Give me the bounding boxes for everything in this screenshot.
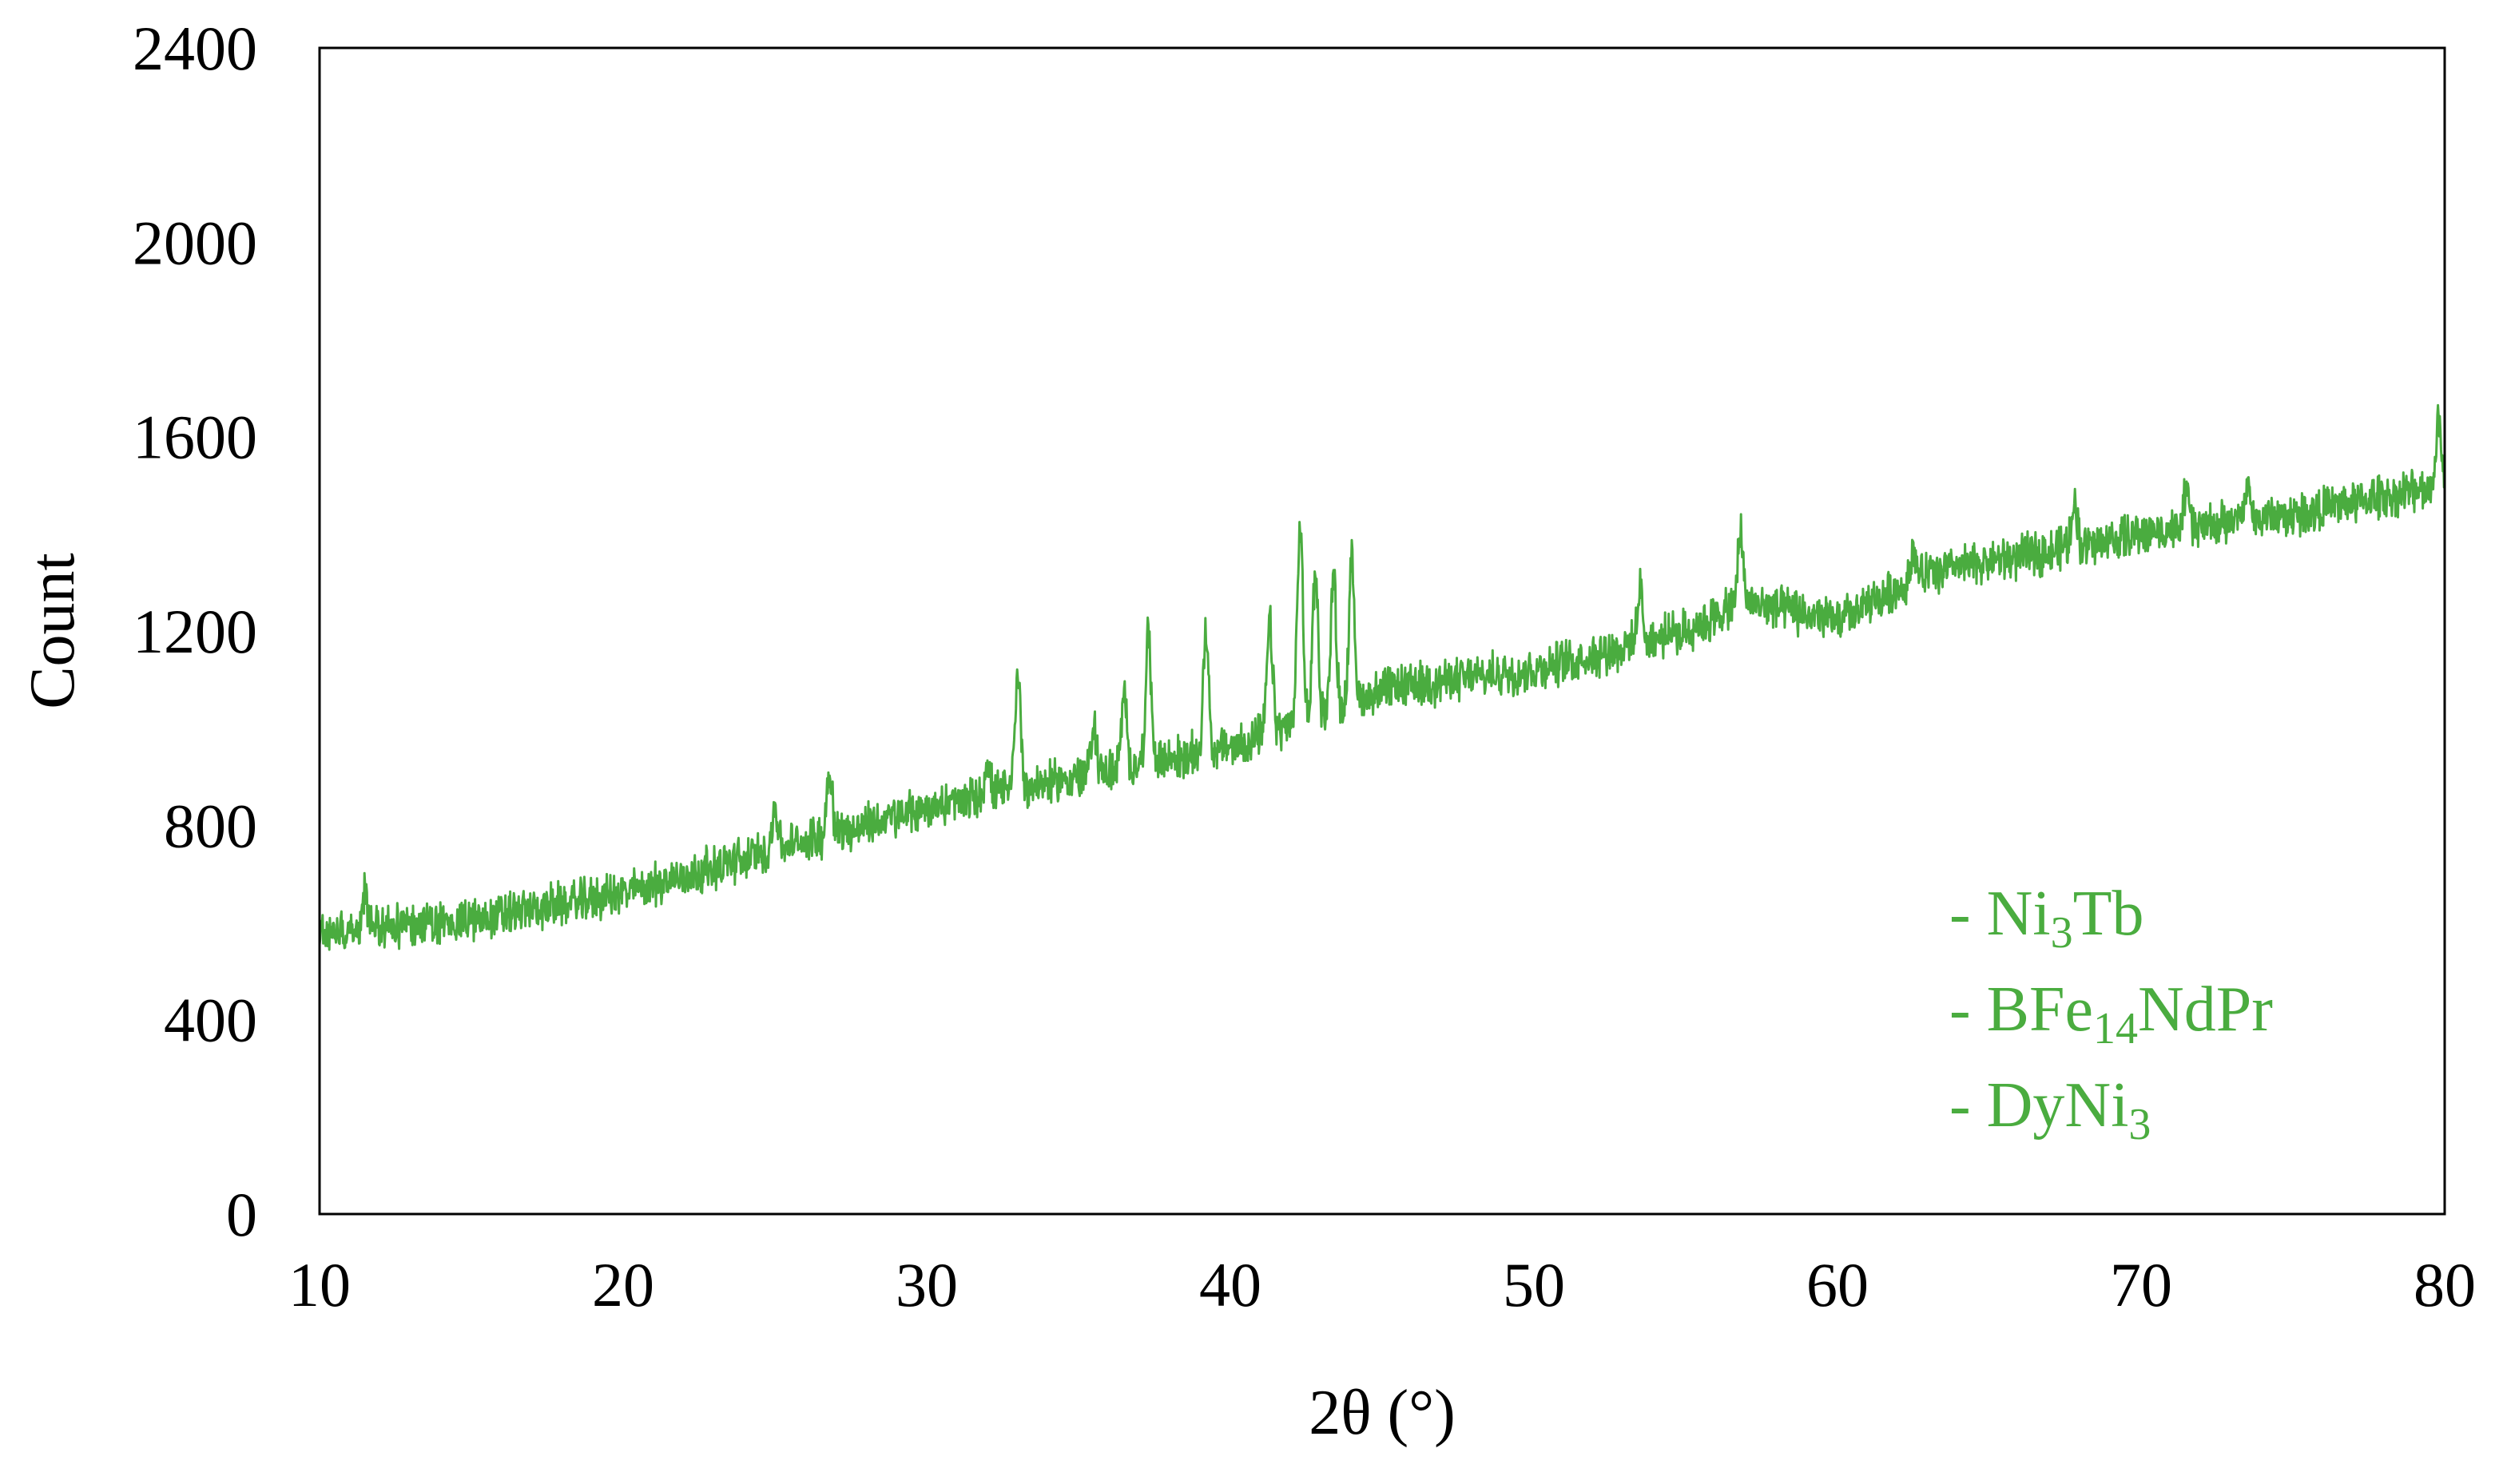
x-tick-label: 80 xyxy=(2414,1250,2476,1319)
legend-subscript: 3 xyxy=(2051,908,2073,958)
y-tick-label: 800 xyxy=(164,791,257,860)
xrd-series-line xyxy=(318,403,2446,951)
x-tick-label: 10 xyxy=(288,1250,351,1319)
x-axis-tick-labels: 10 20 30 40 50 60 70 80 xyxy=(288,1250,2476,1319)
y-axis-title: Count xyxy=(18,553,88,709)
legend-text-part: NdPr xyxy=(2138,974,2273,1045)
legend-subscript: 14 xyxy=(2093,1004,2138,1053)
plot-layer xyxy=(318,403,2446,951)
x-axis-title: 2θ (°) xyxy=(1309,1378,1456,1448)
legend: - Ni3Tb- BFe14NdPr- DyNi3 xyxy=(1949,879,2273,1149)
y-tick-label: 400 xyxy=(164,986,257,1055)
legend-dash: - xyxy=(1949,1070,1987,1141)
x-tick-label: 60 xyxy=(1806,1250,1869,1319)
x-tick-label: 30 xyxy=(896,1250,958,1319)
x-tick-label: 20 xyxy=(592,1250,654,1319)
legend-text-part: BFe xyxy=(1987,974,2093,1045)
y-axis-tick-labels: 0 400 800 1200 1600 2000 2400 xyxy=(133,14,257,1249)
legend-entry: - BFe14NdPr xyxy=(1949,974,2273,1053)
y-tick-label: 0 xyxy=(226,1180,257,1249)
y-tick-label: 1200 xyxy=(133,597,257,666)
legend-entry: - DyNi3 xyxy=(1949,1070,2151,1149)
x-tick-label: 50 xyxy=(1503,1250,1565,1319)
legend-entry: - Ni3Tb xyxy=(1949,879,2144,958)
x-tick-label: 70 xyxy=(2110,1250,2172,1319)
legend-text-part: Tb xyxy=(2073,879,2144,949)
legend-text-part: Ni xyxy=(1987,879,2051,949)
x-tick-label: 40 xyxy=(1199,1250,1261,1319)
legend-subscript: 3 xyxy=(2128,1100,2151,1149)
legend-dash: - xyxy=(1949,974,1987,1045)
y-tick-label: 1600 xyxy=(133,403,257,472)
y-tick-label: 2400 xyxy=(133,14,257,83)
legend-text-part: DyNi xyxy=(1987,1070,2129,1141)
legend-dash: - xyxy=(1949,879,1987,949)
plot-frame xyxy=(318,46,2446,1216)
y-tick-label: 2000 xyxy=(133,208,257,277)
